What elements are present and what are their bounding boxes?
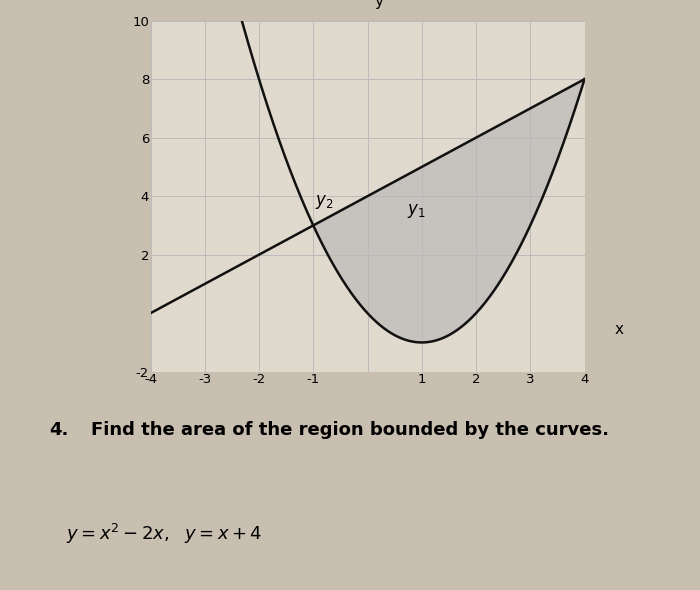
Text: $y = x^2 - 2x, \ \ y = x + 4$: $y = x^2 - 2x, \ \ y = x + 4$ [66,522,262,546]
Text: x: x [615,322,623,337]
Text: $y_2$: $y_2$ [316,193,334,211]
Text: Find the area of the region bounded by the curves.: Find the area of the region bounded by t… [91,421,609,439]
Text: $y_1$: $y_1$ [407,202,425,220]
Text: y: y [374,0,383,9]
Text: 4.: 4. [49,421,69,439]
